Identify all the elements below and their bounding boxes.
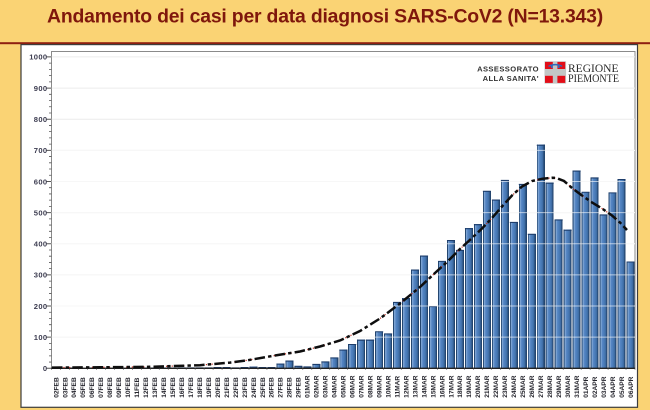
svg-text:700: 700 (34, 146, 48, 155)
svg-text:01APR: 01APR (583, 376, 590, 397)
svg-text:PIEMONTE: PIEMONTE (568, 71, 619, 85)
svg-text:11MAR: 11MAR (394, 376, 401, 398)
svg-text:10MAR: 10MAR (385, 375, 392, 398)
svg-text:100: 100 (34, 333, 48, 342)
svg-text:04FEB: 04FEB (71, 377, 78, 398)
svg-text:15MAR: 15MAR (430, 375, 437, 398)
svg-text:30MAR: 30MAR (565, 375, 572, 398)
svg-text:29MAR: 29MAR (556, 375, 563, 398)
svg-text:0: 0 (43, 364, 48, 373)
svg-text:20FEB: 20FEB (215, 377, 222, 398)
svg-text:500: 500 (34, 208, 48, 217)
svg-text:03FEB: 03FEB (62, 377, 69, 398)
svg-text:14MAR: 14MAR (421, 375, 428, 398)
svg-text:04MAR: 04MAR (332, 375, 339, 398)
svg-text:04APR: 04APR (610, 376, 617, 397)
svg-text:09MAR: 09MAR (376, 375, 383, 398)
svg-text:02FEB: 02FEB (53, 377, 60, 398)
svg-text:16FEB: 16FEB (179, 377, 186, 398)
svg-text:02MAR: 02MAR (314, 375, 321, 398)
svg-text:800: 800 (34, 115, 48, 124)
svg-text:03MAR: 03MAR (323, 375, 330, 398)
svg-text:13FEB: 13FEB (152, 377, 159, 398)
svg-text:600: 600 (34, 177, 48, 186)
svg-text:27MAR: 27MAR (538, 375, 545, 398)
svg-text:05APR: 05APR (619, 376, 626, 397)
svg-text:24FEB: 24FEB (251, 377, 258, 398)
svg-text:16MAR: 16MAR (439, 375, 446, 398)
svg-text:12FEB: 12FEB (143, 377, 150, 398)
svg-text:09FEB: 09FEB (116, 377, 123, 398)
svg-text:21MAR: 21MAR (484, 375, 491, 398)
svg-text:03APR: 03APR (601, 376, 608, 397)
svg-text:02APR: 02APR (592, 376, 599, 397)
svg-text:ALLA SANITA': ALLA SANITA' (483, 74, 539, 83)
svg-text:14FEB: 14FEB (161, 377, 168, 398)
svg-text:08FEB: 08FEB (107, 377, 114, 398)
svg-text:18FEB: 18FEB (197, 377, 204, 398)
svg-text:27FEB: 27FEB (278, 377, 285, 398)
svg-text:19MAR: 19MAR (466, 375, 473, 398)
svg-text:26MAR: 26MAR (529, 375, 536, 398)
svg-text:11FEB: 11FEB (134, 377, 141, 397)
svg-text:13MAR: 13MAR (412, 375, 419, 398)
svg-text:1000: 1000 (29, 53, 47, 62)
svg-text:19FEB: 19FEB (206, 377, 213, 398)
svg-text:200: 200 (34, 302, 48, 311)
svg-text:06FEB: 06FEB (89, 377, 96, 398)
svg-text:07FEB: 07FEB (98, 377, 105, 398)
svg-text:23MAR: 23MAR (502, 375, 509, 398)
svg-text:22MAR: 22MAR (493, 375, 500, 398)
svg-text:28FEB: 28FEB (287, 377, 294, 398)
svg-text:21FEB: 21FEB (224, 377, 231, 398)
svg-text:Andamento dei casi per data di: Andamento dei casi per data diagnosi SAR… (47, 6, 603, 28)
svg-text:05MAR: 05MAR (341, 375, 348, 398)
svg-text:29FEB: 29FEB (296, 377, 303, 398)
svg-text:900: 900 (34, 84, 48, 93)
svg-text:400: 400 (34, 240, 48, 249)
svg-text:25MAR: 25MAR (520, 375, 527, 398)
svg-text:ASSESSORATO: ASSESSORATO (477, 65, 539, 74)
svg-text:17MAR: 17MAR (448, 375, 455, 398)
svg-text:07MAR: 07MAR (359, 375, 366, 398)
svg-text:05FEB: 05FEB (80, 377, 87, 398)
svg-text:08MAR: 08MAR (367, 375, 374, 398)
svg-text:28MAR: 28MAR (547, 375, 554, 398)
svg-text:25FEB: 25FEB (260, 377, 267, 398)
svg-text:15FEB: 15FEB (170, 377, 177, 398)
svg-text:31MAR: 31MAR (574, 375, 581, 398)
svg-text:01MAR: 01MAR (305, 375, 312, 398)
svg-text:23FEB: 23FEB (242, 377, 249, 398)
svg-text:22FEB: 22FEB (233, 377, 240, 398)
svg-text:06APR: 06APR (628, 376, 635, 397)
svg-text:10FEB: 10FEB (125, 377, 132, 398)
svg-text:300: 300 (34, 271, 48, 280)
svg-text:REGIONE: REGIONE (568, 61, 619, 75)
svg-text:06MAR: 06MAR (350, 375, 357, 398)
svg-text:18MAR: 18MAR (457, 375, 464, 398)
svg-text:12MAR: 12MAR (403, 375, 410, 398)
svg-text:26FEB: 26FEB (269, 377, 276, 398)
svg-text:20MAR: 20MAR (475, 375, 482, 398)
svg-text:17FEB: 17FEB (188, 377, 195, 398)
svg-text:24MAR: 24MAR (511, 375, 518, 398)
